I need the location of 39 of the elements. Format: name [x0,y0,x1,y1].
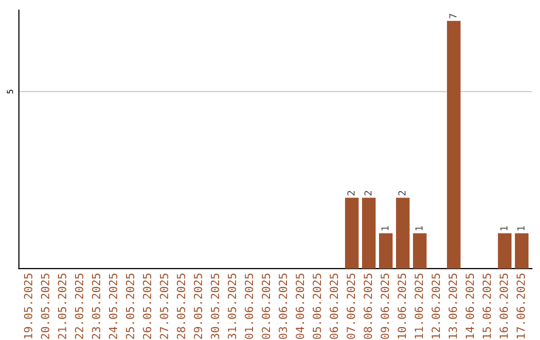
x-tick-label: 07.06.2025 [346,274,356,339]
x-tick-label: 22.05.2025 [74,274,84,339]
x-tick-label: 19.05.2025 [24,274,32,338]
x-tick-label: 30.05.2025 [210,274,220,339]
x-tick-label: 12.06.2025 [432,274,440,338]
x-tick-label: 24.05.2025 [108,274,118,339]
x-tick-label: 10.06.2025 [398,274,406,338]
x-tick-label: 21.05.2025 [58,274,66,339]
x-tick-label: 05.06.2025 [312,274,322,339]
x-tick-label: 28.05.2025 [176,274,186,339]
x-tick-label: 26.05.2025 [142,274,152,339]
x-tick-label: 01.06.2025 [244,274,254,339]
data-label: 1 [381,226,389,230]
x-tick-label: 04.06.2025 [296,274,304,339]
x-tick-label: 23.05.2025 [92,274,100,339]
x-tick-label: 11.06.2025 [414,274,424,338]
x-tick-label: 13.06.2025 [448,274,458,338]
x-tick-label: 27.05.2025 [160,274,168,339]
x-tick-label: 14.06.2025 [466,274,474,338]
data-label: 7 [449,14,456,18]
x-tick-label: 16.06.2025 [500,274,508,338]
x-tick-label: 15.06.2025 [482,274,491,338]
data-label: 1 [500,226,508,230]
data-label: 2 [347,191,355,196]
data-label: 1 [415,226,422,230]
data-label: 1 [517,226,524,230]
x-tick-label: 20.05.2025 [40,274,50,339]
x-tick-label: 31.05.2025 [228,274,236,339]
data-label: 2 [364,191,372,196]
x-tick-label: 02.06.2025 [262,274,270,339]
x-tick-label: 25.05.2025 [126,274,134,339]
x-tick-label: 09.06.2025 [380,274,390,339]
x-tick-label: 03.06.2025 [278,274,288,339]
x-tick-label: 06.06.2025 [330,274,338,339]
y-tick-label: 5 [6,90,14,94]
x-tick-label: 08.06.2025 [364,274,372,339]
x-tick-label: 29.05.2025 [194,274,202,339]
x-tick-label: 17.06.2025 [516,274,525,338]
data-label: 2 [398,191,406,196]
